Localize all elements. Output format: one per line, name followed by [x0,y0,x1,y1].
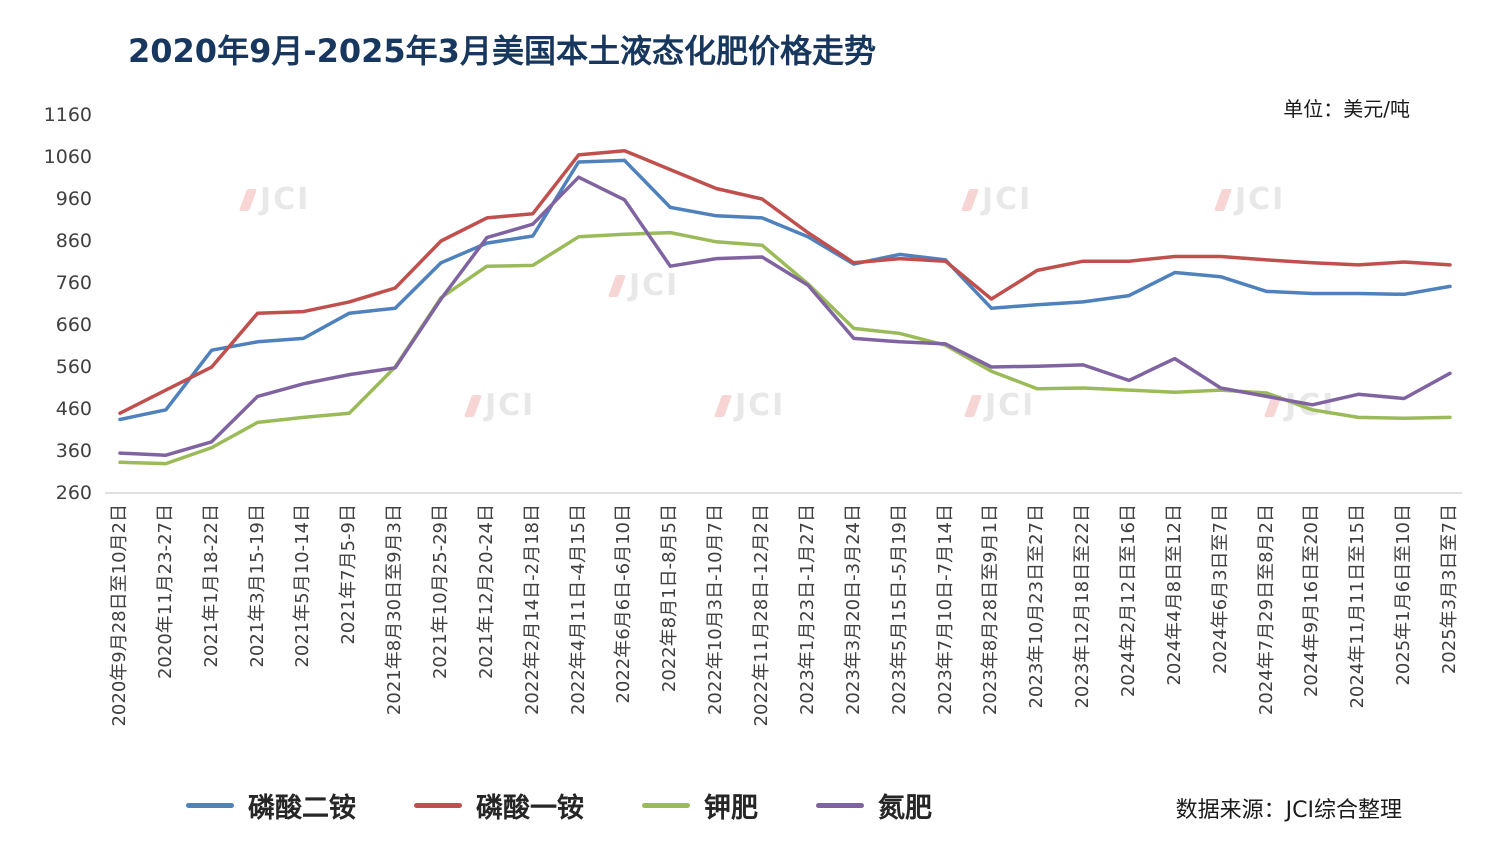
x-axis-tick-label: 2024年11月11日至15日 [1347,504,1369,709]
page-title: 2020年9月-2025年3月美国本土液态化肥价格走势 [128,32,876,70]
x-axis-tick-label: 2021年1月18-22日 [200,504,222,668]
potash-line [118,230,1452,466]
x-axis-tick-label: 2023年5月15日-5月19日 [888,504,910,716]
x-axis-tick-label: 2023年10月23日至27日 [1026,504,1048,709]
x-axis-tick-label: 2021年7月5-9日 [338,504,360,645]
y-axis-tick-label: 860 [55,230,92,252]
y-axis-tick-label: 260 [55,482,92,504]
y-axis-tick-label: 660 [55,314,92,336]
x-axis-tick-label: 2024年7月29日至8月2日 [1255,504,1277,716]
legend-item-nitrogen: 氮肥 [816,786,932,825]
legend-label-nitrogen: 氮肥 [878,793,932,824]
y-axis-tick-label: 960 [55,188,92,210]
x-axis-tick-label: 2022年6月6日-6月10日 [613,504,635,704]
y-axis-tick-label: 760 [55,272,92,294]
legend-swatch-potash [642,803,690,808]
x-axis-tick-label: 2023年1月23日-1月27日 [796,504,818,716]
x-axis-tick-label: 2024年9月16日至20日 [1301,504,1323,698]
map-line [118,148,1452,415]
x-axis-tick-label: 2022年11月28日-12月2日 [751,504,773,727]
x-axis-tick-label: 2022年8月1日-8月5日 [659,504,681,693]
x-axis-tick-label: 2021年5月10-14日 [292,504,314,668]
legend-swatch-nitrogen [816,803,864,808]
x-axis-tick-label: 2022年2月14日-2月18日 [521,504,543,716]
x-axis-tick-label: 2020年11月23-27日 [154,504,176,680]
x-axis-tick-label: 2023年12月18日至22日 [1072,504,1094,709]
y-axis-tick-label: 560 [55,356,92,378]
chart-legend: 磷酸二铵 磷酸一铵 钾肥 氮肥 [186,786,932,825]
legend-label-dap: 磷酸二铵 [248,793,356,824]
legend-item-dap: 磷酸二铵 [186,786,356,825]
x-axis-tick-label: 2025年1月6日至10日 [1393,504,1415,686]
legend-item-potash: 钾肥 [642,786,758,825]
nitrogen-line [118,175,1452,457]
x-axis-tick-label: 2024年2月12日至16日 [1117,504,1139,698]
legend-swatch-dap [186,803,234,808]
x-axis-tick-label: 2025年3月3日至7日 [1439,504,1460,675]
unit-label: 单位：美元/吨 [1283,97,1410,121]
x-axis-tick-label: 2023年7月10日-7月14日 [934,504,956,716]
x-axis-tick-label: 2024年4月8日至12日 [1163,504,1185,686]
legend-item-map: 磷酸一铵 [414,786,584,825]
legend-swatch-map [414,803,462,808]
y-axis-tick-label: 460 [55,398,92,420]
x-axis-tick-label: 2021年3月15-19日 [246,504,268,668]
legend-label-map: 磷酸一铵 [476,793,584,824]
x-axis-tick-label: 2023年8月28日至9月1日 [980,504,1002,716]
dap-line [118,158,1452,422]
y-axis-tick-label: 1060 [43,146,92,168]
x-axis-tick-label: 2021年10月25-29日 [430,504,452,680]
x-axis-tick-label: 2022年10月3日-10月7日 [705,504,727,716]
y-axis-tick-label: 1160 [43,104,92,126]
legend-label-potash: 钾肥 [704,793,758,824]
x-axis-tick-label: 2024年6月3日至7日 [1209,504,1231,675]
x-axis-tick-label: 2021年8月30日至9月3日 [384,504,406,716]
x-axis-tick-label: 2021年12月20-24日 [475,504,497,680]
x-axis-tick-label: 2023年3月20日-3月24日 [842,504,864,716]
x-axis-tick-label: 2022年4月11日-4月15日 [567,504,589,716]
x-axis-tick-label: 2020年9月28日至10月2日 [109,504,130,727]
data-source-label: 数据来源：JCI综合整理 [1175,798,1402,823]
y-axis-tick-label: 360 [55,440,92,462]
